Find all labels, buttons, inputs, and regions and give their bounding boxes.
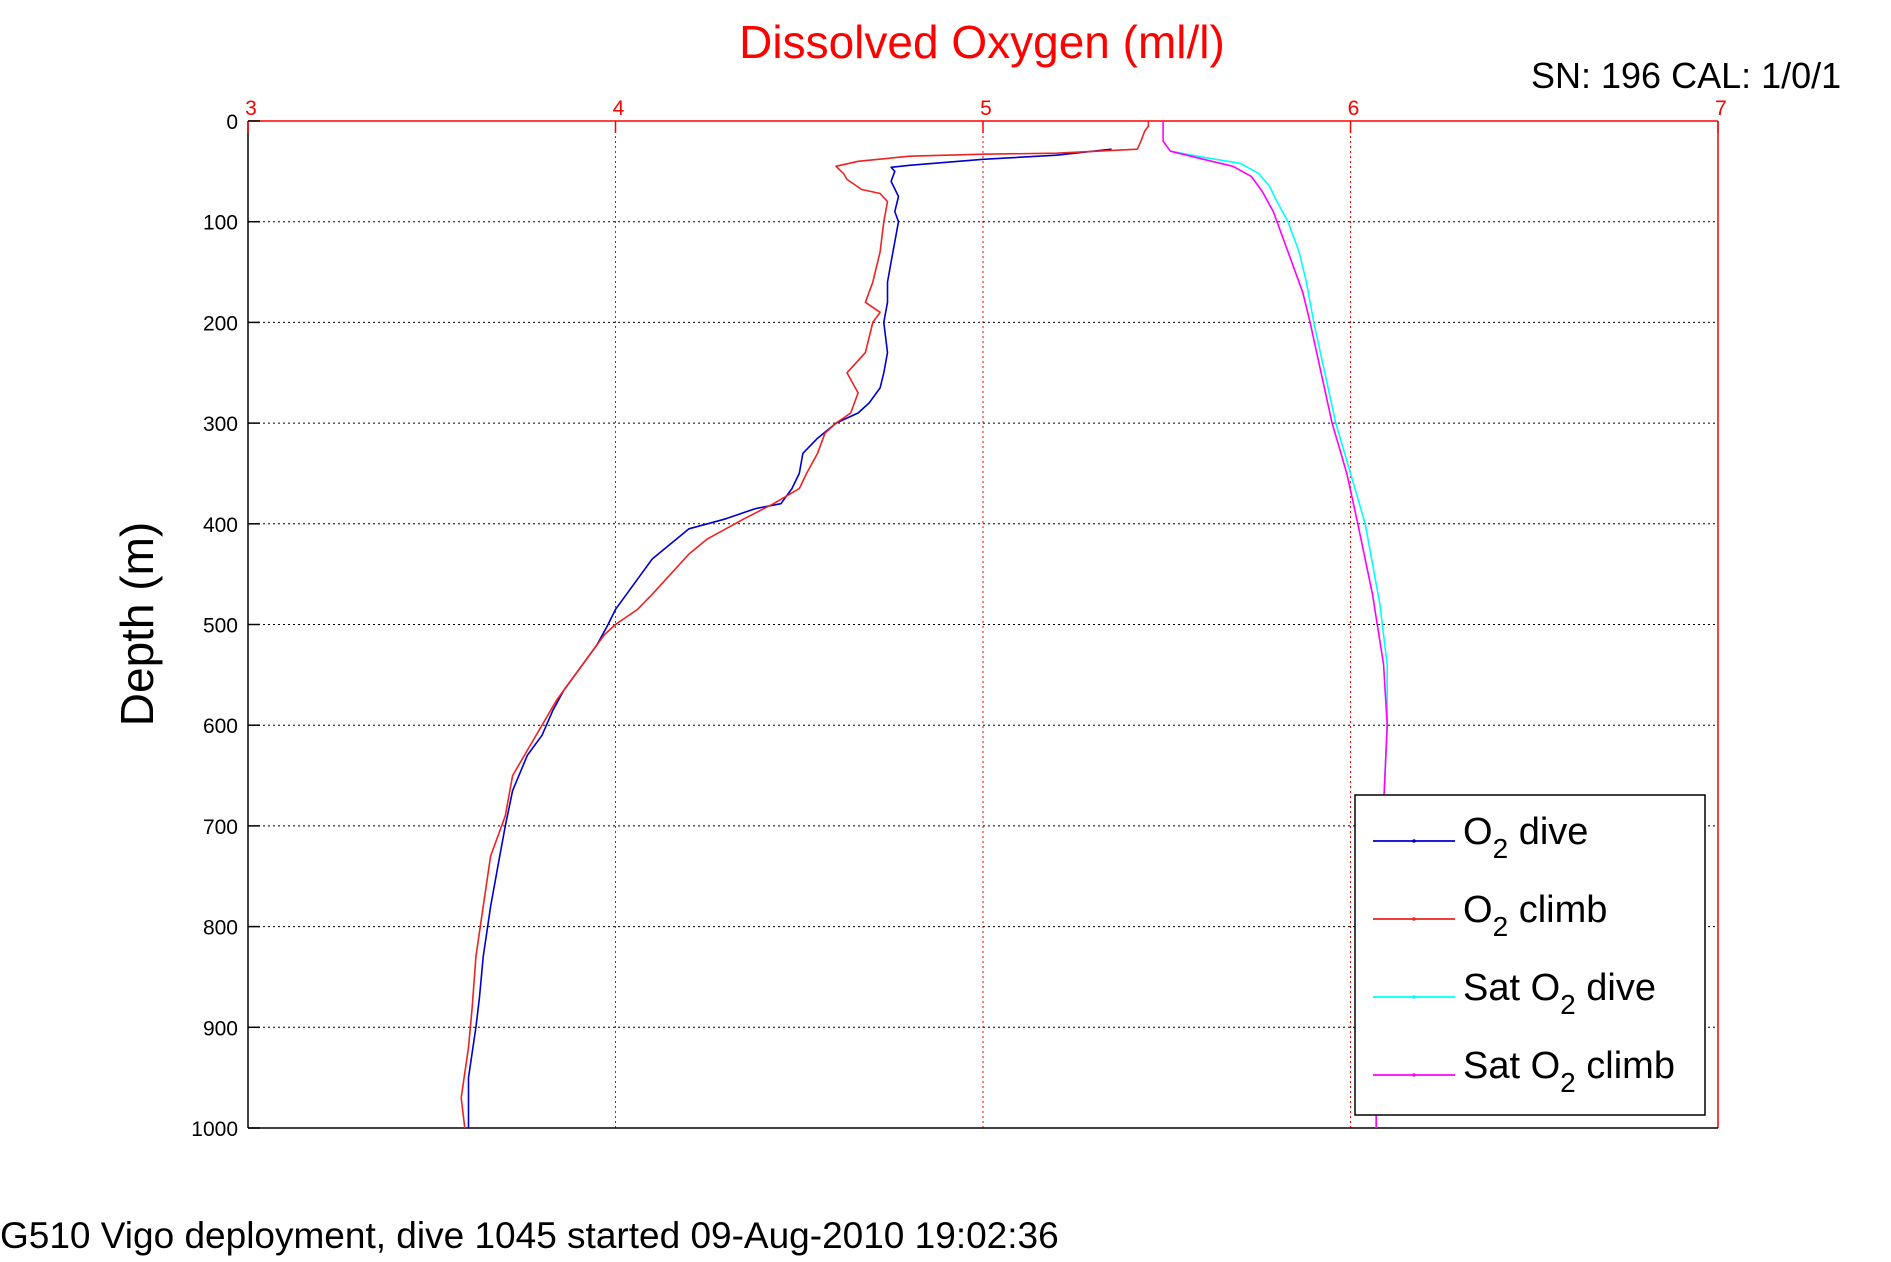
y-axis-label: Depth (m) (111, 522, 163, 726)
y-tick-label: 700 (203, 816, 238, 839)
y-tick-label: 400 (203, 514, 238, 537)
x-tick-label: 7 (1715, 97, 1727, 120)
x-tick-label: 4 (613, 97, 625, 120)
legend-entry: Sat O2 dive (1463, 967, 1656, 1020)
x-tick-label: 5 (980, 97, 992, 120)
y-tick-label: 900 (203, 1017, 238, 1040)
x-tick-label: 6 (1348, 97, 1360, 120)
legend-marker (1412, 917, 1416, 921)
legend-entry: O2 dive (1463, 811, 1588, 864)
legend-entry: O2 climb (1463, 889, 1607, 942)
serial-calibration-label: SN: 196 CAL: 1/0/1 (1531, 55, 1841, 96)
y-tick-label: 300 (203, 413, 238, 436)
y-tick-label: 500 (203, 615, 238, 638)
legend-entry: Sat O2 climb (1463, 1045, 1675, 1098)
legend: O2 dive O2 climb Sat O2 dive Sat O2 climb (1354, 794, 1706, 1116)
y-tick-label: 100 (203, 212, 238, 235)
y-tick-label: 800 (203, 917, 238, 940)
legend-marker (1412, 995, 1416, 999)
series-line-0 (467, 148, 1112, 1128)
y-tick-label: 1000 (191, 1118, 238, 1141)
y-tick-label: 200 (203, 312, 238, 335)
y-tick-label: 0 (226, 111, 238, 134)
x-tick-label: 3 (245, 97, 257, 120)
y-tick-label: 600 (203, 715, 238, 738)
dive-info-caption: G510 Vigo deployment, dive 1045 started … (0, 1215, 1059, 1256)
series-line-1 (460, 121, 1150, 1129)
legend-marker (1412, 1073, 1416, 1077)
legend-box (1354, 794, 1706, 1116)
legend-marker (1412, 839, 1416, 843)
chart-title: Dissolved Oxygen (ml/l) (739, 16, 1225, 68)
plot-area: 3 4 5 6 7 0 100 200 300 400 500 600 700 800 900 1000 (191, 97, 1727, 1141)
